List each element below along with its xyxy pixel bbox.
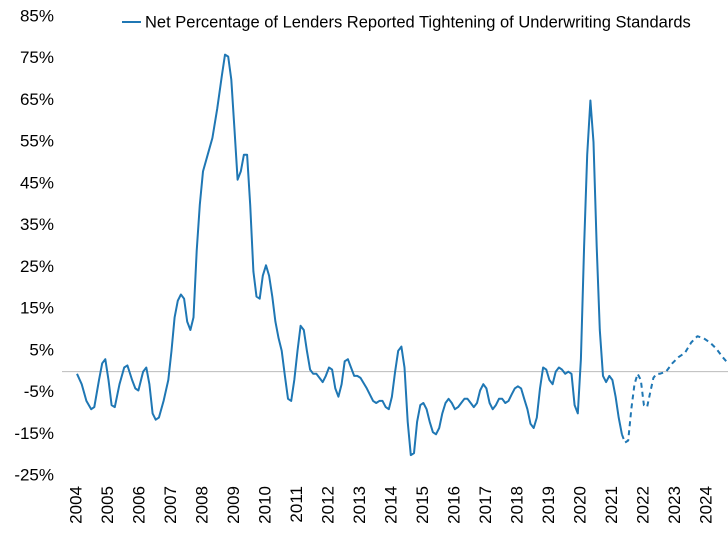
x-tick-label: 2017: [476, 486, 495, 524]
x-tick-label: 2015: [413, 486, 432, 524]
y-tick-label: -15%: [14, 424, 54, 443]
x-tick-label: 2011: [287, 486, 306, 523]
x-tick-label: 2013: [350, 486, 369, 524]
y-tick-label: 45%: [20, 173, 54, 192]
y-tick-label: 5%: [29, 340, 54, 359]
y-tick-label: 65%: [20, 90, 54, 109]
y-tick-label: 55%: [20, 132, 54, 151]
y-tick-label: 25%: [20, 257, 54, 276]
y-tick-label: -25%: [14, 465, 54, 484]
legend-label: Net Percentage of Lenders Reported Tight…: [145, 13, 691, 31]
y-tick-label: 75%: [20, 48, 54, 67]
x-tick-label: 2012: [318, 486, 337, 524]
x-tick-label: 2023: [665, 486, 684, 524]
x-tick-label: 2016: [444, 486, 463, 524]
x-tick-label: 2018: [507, 486, 526, 524]
x-tick-label: 2014: [381, 486, 400, 524]
x-tick-label: 2005: [98, 486, 117, 524]
y-tick-label: 35%: [20, 215, 54, 234]
x-tick-label: 2021: [602, 486, 621, 524]
x-tick-label: 2004: [66, 486, 85, 524]
series-line: [76, 53, 623, 457]
x-tick-label: 2024: [696, 486, 715, 524]
x-tick-label: 2010: [255, 486, 274, 524]
x-tick-label: 2019: [539, 486, 558, 524]
y-tick-label: 15%: [20, 299, 54, 318]
x-tick-label: 2007: [161, 486, 180, 524]
x-tick-label: 2006: [129, 486, 148, 524]
y-tick-label: 85%: [20, 6, 54, 25]
x-tick-label: 2020: [570, 486, 589, 524]
x-tick-label: 2009: [224, 486, 243, 524]
y-tick-label: -5%: [24, 382, 54, 401]
x-tick-label: 2008: [192, 486, 211, 524]
x-tick-label: 2022: [633, 486, 652, 524]
series-line: [620, 335, 728, 444]
